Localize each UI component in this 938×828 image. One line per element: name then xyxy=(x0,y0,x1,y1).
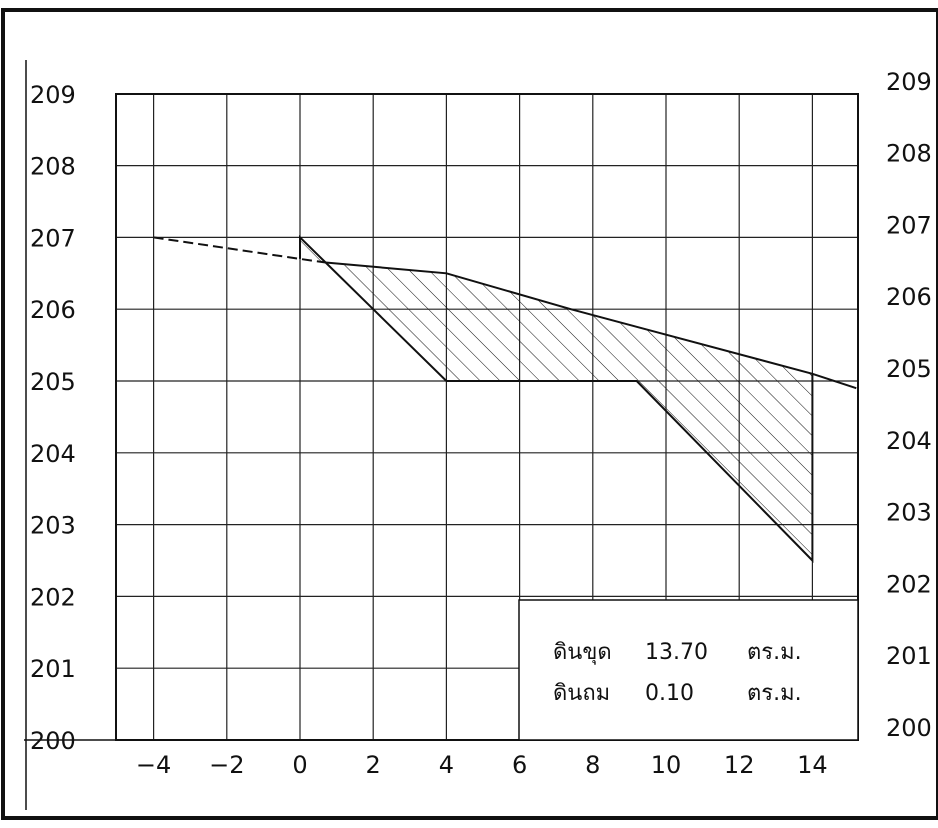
y-tick-label-right: 200 xyxy=(886,714,932,742)
plot-border xyxy=(115,93,859,741)
y-tick-label-right: 204 xyxy=(886,427,932,455)
y-tick-label-left: 200 xyxy=(30,727,76,755)
y-tick-labels-right: 200 201 202 203 204 205 206 207 208 209 xyxy=(886,68,932,742)
y-tick-label-left: 204 xyxy=(30,440,76,468)
x-tick-label: 14 xyxy=(797,751,828,779)
axes xyxy=(24,60,859,810)
page-border xyxy=(1,8,938,820)
x-tick-label: 4 xyxy=(439,751,454,779)
y-tick-label-left: 209 xyxy=(30,81,76,109)
hatched-areas xyxy=(300,237,813,561)
profile-line xyxy=(325,261,857,390)
summary-box: ดินขุด 13.70 ตร.ม. ดินถม 0.10 ตร.ม. xyxy=(518,599,859,741)
y-tick-label-left: 208 xyxy=(30,153,76,181)
y-tick-label-right: 205 xyxy=(886,355,932,383)
fill-unit: ตร.ม. xyxy=(747,681,802,706)
y-tick-label-left: 206 xyxy=(30,296,76,324)
x-tick-label: 6 xyxy=(512,751,527,779)
x-tick-label: 0 xyxy=(292,751,307,779)
y-tick-label-right: 209 xyxy=(886,68,932,96)
x-tick-labels: −4 −2 0 2 4 6 8 10 12 14 xyxy=(136,751,828,779)
cut-unit: ตร.ม. xyxy=(747,640,802,665)
y-tick-labels-left: 200 201 202 203 204 205 206 207 208 209 xyxy=(30,81,76,755)
y-tick-label-right: 207 xyxy=(886,211,932,239)
y-tick-label-left: 207 xyxy=(30,224,76,252)
profile-lines xyxy=(153,235,857,563)
cut-value: 13.70 xyxy=(645,640,708,665)
y-tick-label-right: 208 xyxy=(886,140,932,168)
y-tick-label-left: 203 xyxy=(30,512,76,540)
x-tick-label: 8 xyxy=(585,751,600,779)
summary-box-bg xyxy=(518,599,859,741)
y-tick-label-right: 203 xyxy=(886,499,932,527)
x-tick-label: 2 xyxy=(366,751,381,779)
x-tick-label: −4 xyxy=(136,751,171,779)
cut-label: ดินขุด xyxy=(553,640,612,665)
x-tick-label: 10 xyxy=(651,751,682,779)
y-tick-label-right: 201 xyxy=(886,642,932,670)
y-tick-label-right: 202 xyxy=(886,570,932,598)
fill-value: 0.10 xyxy=(645,681,694,706)
y-tick-label-left: 201 xyxy=(30,655,76,683)
profile-line xyxy=(299,235,814,563)
x-tick-label: −2 xyxy=(209,751,244,779)
hatched-region xyxy=(325,262,813,561)
existing-ground-dashed-line xyxy=(153,236,326,264)
y-tick-label-left: 202 xyxy=(30,583,76,611)
y-tick-label-right: 206 xyxy=(886,283,932,311)
fill-label: ดินถม xyxy=(553,681,610,706)
y-tick-label-left: 205 xyxy=(30,368,76,396)
x-tick-label: 12 xyxy=(724,751,755,779)
